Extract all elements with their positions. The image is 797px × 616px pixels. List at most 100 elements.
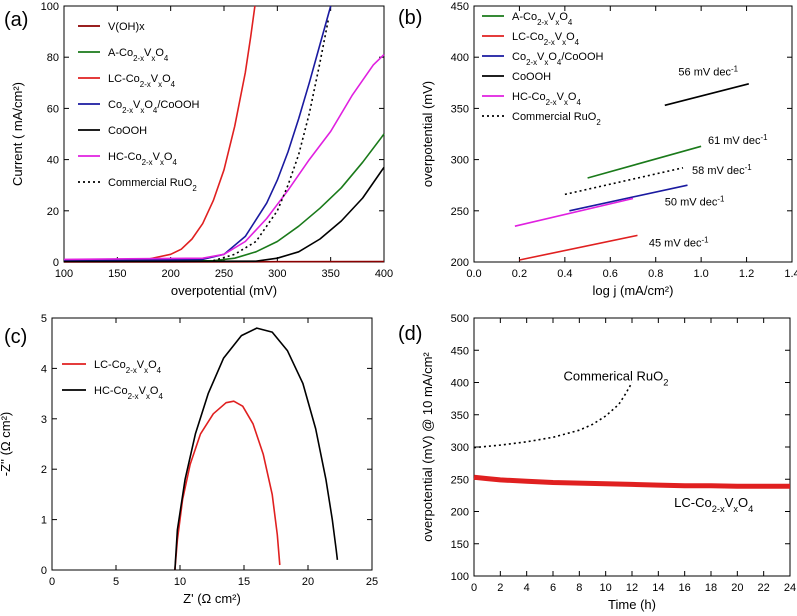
text-part: 4: [153, 106, 158, 115]
y-tick-label: 400: [451, 378, 469, 390]
y-tick-label: 80: [47, 52, 59, 64]
x-tick-label: 300: [268, 268, 286, 280]
legend-label: HC-Co2-xVxO4: [108, 151, 177, 167]
text-part: O: [566, 31, 575, 43]
chart-panel-3: 0 2 4 6 8 10 12 14 16 18 20 22 241001502002503003504…: [398, 313, 796, 612]
y-axis-label: -Z'' (Ω cm²): [0, 412, 13, 477]
text-part: x: [564, 98, 568, 107]
x-tick-label: 6: [550, 582, 556, 594]
text-part: x: [144, 366, 148, 375]
legend-label: Commercial RuO2: [108, 177, 197, 193]
text-part: 4: [172, 158, 177, 167]
y-tick-label: 150: [451, 539, 469, 551]
legend-label: Co2-xVxO4/CoOOH: [108, 99, 200, 115]
y-tick-label: 4: [41, 363, 47, 375]
text-part: 2-x: [126, 366, 137, 375]
text-part: /CoOOH: [561, 51, 603, 63]
y-tick-label: 500: [451, 313, 469, 325]
x-axis-label: Z' (Ω cm²): [183, 591, 241, 606]
chart-panel-1: 0.0 0.2 0.4 0.6 0.8 1.0 1.2 1.4 200 250 300 350 400 4…: [398, 1, 797, 298]
text-part: x: [158, 80, 162, 89]
x-tick-label: 0: [49, 576, 55, 588]
slope-annotation: 58 mV dec-1: [692, 162, 752, 177]
text-part: A-Co: [108, 47, 133, 59]
text-part: 45 mV dec: [649, 238, 702, 250]
text-part: A-Co: [512, 11, 537, 23]
y-tick-label: 400: [451, 52, 469, 64]
text-part: 2-x: [546, 98, 557, 107]
text-part: O: [738, 495, 748, 510]
text-part: V: [139, 385, 147, 397]
text-part: x: [555, 18, 559, 27]
series-line: [63, 166, 385, 263]
legend-label: Commercial RuO2: [512, 111, 601, 127]
text-part: V: [144, 47, 152, 59]
text-part: x: [544, 58, 548, 67]
series-label: Commerical RuO2: [564, 369, 669, 388]
y-axis-label: overpotential (mV) @ 10 mA/cm²: [420, 352, 435, 542]
text-part: 61 mV dec: [708, 135, 761, 147]
x-tick-label: 200: [161, 268, 179, 280]
x-tick-label: 16: [679, 582, 691, 594]
text-part: 2: [663, 378, 668, 388]
text-part: 2-x: [140, 80, 151, 89]
text-part: 2: [596, 118, 600, 127]
text-part: HC-Co: [108, 151, 142, 163]
x-tick-label: 20: [302, 576, 314, 588]
text-part: -1: [761, 133, 769, 142]
y-tick-label: 100: [41, 1, 59, 13]
text-part: V: [137, 359, 145, 371]
chart-panel-0: 100 150 200 250 300 350 400 0 20 40 60 80 100 overpot…: [4, 1, 393, 298]
x-tick-label: 22: [758, 582, 770, 594]
text-part: 4: [171, 80, 176, 89]
y-tick-label: 5: [41, 313, 47, 325]
chart-panel-2: 0 5 10 15 20 25 0 1 2 3 4 5 Z' (Ω cm²) -Z'' (Ω cm²) (c…: [0, 313, 378, 606]
series-line: [514, 197, 634, 227]
plot-frame: [51, 317, 373, 571]
x-tick-label: 24: [784, 582, 796, 594]
x-tick-label: 5: [113, 576, 119, 588]
series-line: [213, 18, 330, 262]
x-tick-label: 250: [215, 268, 233, 280]
x-tick-label: 150: [108, 268, 126, 280]
text-part: V: [151, 73, 159, 85]
y-tick-label: 350: [451, 103, 469, 115]
x-tick-label: 18: [705, 582, 717, 594]
x-tick-label: 0.6: [603, 268, 618, 280]
panel-tag: (b): [398, 7, 422, 29]
y-tick-label: 250: [451, 206, 469, 218]
text-part: x: [151, 54, 155, 63]
y-tick-label: 300: [451, 155, 469, 167]
text-part: LC-Co: [512, 31, 544, 43]
text-part: 2-x: [537, 18, 548, 27]
text-part: 2-x: [128, 392, 139, 401]
series-line: [519, 234, 638, 261]
y-tick-label: 0: [53, 257, 59, 269]
text-part: -1: [745, 162, 753, 171]
slope-annotation: 61 mV dec-1: [708, 133, 768, 148]
legend-label: LC-Co2-xVxO4: [108, 73, 176, 89]
text-part: CoOOH: [512, 71, 551, 83]
plot-frame: [473, 5, 793, 263]
x-tick-label: 1.4: [784, 268, 797, 280]
text-part: Co: [108, 99, 122, 111]
series-line: [564, 167, 684, 196]
text-part: 50 mV dec: [665, 197, 718, 209]
text-part: CoOOH: [108, 125, 147, 137]
series-line: [63, 5, 256, 262]
text-part: Commercial RuO: [512, 111, 597, 123]
y-tick-label: 350: [451, 410, 469, 422]
text-part: LC-Co: [108, 73, 140, 85]
text-part: 2-x: [712, 504, 725, 514]
panel-tag: (a): [4, 9, 28, 31]
text-part: 56 mV dec: [678, 67, 731, 79]
legend-label: V(OH)x: [108, 21, 145, 33]
text-part: O: [148, 359, 157, 371]
slope-annotation: 45 mV dec-1: [649, 235, 709, 250]
x-tick-label: 8: [576, 582, 582, 594]
text-part: V: [557, 91, 565, 103]
series-line: [473, 382, 633, 449]
text-part: x: [562, 38, 566, 47]
text-part: O: [568, 91, 577, 103]
